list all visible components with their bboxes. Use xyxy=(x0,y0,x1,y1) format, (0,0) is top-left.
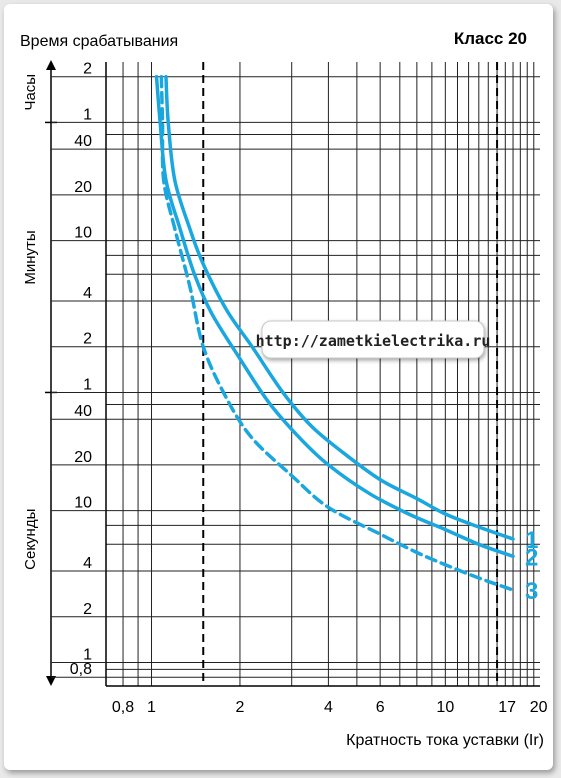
y-axis-title: Время срабатывания xyxy=(20,33,178,50)
y-tick-label: 1 xyxy=(83,646,92,663)
watermark-box xyxy=(261,320,485,359)
x-axis-title: Кратность тока уставки (Ir) xyxy=(346,732,544,749)
x-tick-label: 20 xyxy=(530,699,548,716)
y-tick-label: 4 xyxy=(83,555,92,572)
y-tick-label: 1 xyxy=(83,376,92,393)
y-tick-label: 0,8 xyxy=(70,661,92,678)
y-scale-arrow-down xyxy=(46,676,56,686)
series-2-label: 2 xyxy=(525,544,538,571)
series-3-curve xyxy=(159,74,515,592)
y-tick-label: 1 xyxy=(83,106,92,123)
series-labels: 12 3 xyxy=(525,527,538,605)
y-tick-label: 4 xyxy=(83,285,92,302)
y-tick-label: 20 xyxy=(74,179,92,196)
series-2-curve xyxy=(154,74,515,559)
series-1-label: 1 xyxy=(525,527,538,554)
x-tick-label: 1 xyxy=(147,699,156,716)
watermark: http://zametkielectrika.ru xyxy=(256,320,491,359)
series-3-label: 3 xyxy=(525,578,538,605)
y-tick-label: 40 xyxy=(74,133,92,150)
series-1-curve xyxy=(164,74,515,541)
x-tick-label: 10 xyxy=(436,699,454,716)
y-tick-label: 2 xyxy=(83,61,92,78)
y-scale-arrow-up xyxy=(46,60,56,70)
plot-area xyxy=(154,74,515,592)
x-axis: 0,8 1 2 4 6 10 17 20 xyxy=(112,699,548,716)
x-tick-label: 17 xyxy=(498,699,516,716)
y-group-label: Минуты xyxy=(22,230,39,284)
y-tick-label: 2 xyxy=(83,601,92,618)
x-tick-label: 4 xyxy=(324,699,333,716)
x-tick-label: 6 xyxy=(376,699,385,716)
watermark-text: http://zametkielectrika.ru xyxy=(256,332,491,350)
y-tick-label: 2 xyxy=(83,331,92,348)
y-group-label: Часы xyxy=(22,74,39,111)
chart-title: Класс 20 xyxy=(454,29,527,48)
x-tick-label: 2 xyxy=(236,699,245,716)
y-group-label: Секунды xyxy=(22,509,39,570)
y-tick-label: 40 xyxy=(74,403,92,420)
y-tick-label: 20 xyxy=(74,449,92,466)
y-tick-label: 10 xyxy=(74,495,92,512)
x-tick-label: 0,8 xyxy=(112,699,134,716)
y-tick-label: 10 xyxy=(74,225,92,242)
